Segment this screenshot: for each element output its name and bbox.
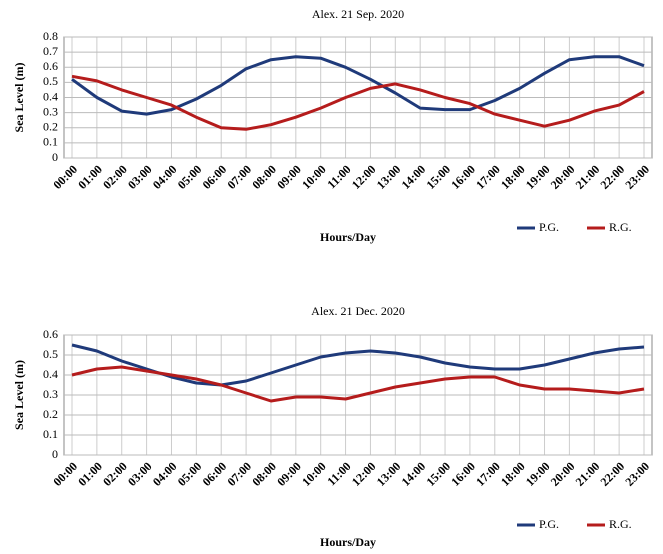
series-line (71, 365, 645, 403)
x-tick-label: 00:00 (50, 459, 80, 489)
y-tick-label: 0.3 (43, 104, 58, 118)
x-tick-label: 15:00 (423, 459, 453, 489)
y-tick-label: 0.7 (43, 44, 58, 58)
x-tick-label: 23:00 (622, 459, 652, 489)
x-axis-label: Hours/Day (320, 535, 376, 549)
x-tick-label: 14:00 (399, 459, 429, 489)
x-tick-label: 10:00 (299, 162, 329, 192)
x-tick-label: 23:00 (622, 162, 652, 192)
x-tick-label: 11:00 (324, 162, 353, 191)
x-tick-label: 17:00 (473, 162, 503, 192)
y-tick-label: 0.8 (43, 29, 58, 43)
x-tick-label: 01:00 (75, 162, 105, 192)
y-tick-label: 0.5 (43, 74, 58, 88)
x-tick-label: 08:00 (249, 162, 279, 192)
x-tick-label: 12:00 (349, 162, 379, 192)
series-line (71, 55, 645, 116)
x-tick-label: 16:00 (448, 162, 478, 192)
x-tick-label: 17:00 (473, 459, 503, 489)
y-tick-label: 0.3 (43, 387, 58, 401)
x-tick-label: 21:00 (573, 459, 603, 489)
y-tick-label: 0 (52, 447, 58, 461)
chart-title: Alex. 21 Sep. 2020 (312, 7, 404, 21)
x-tick-label: 01:00 (75, 459, 105, 489)
x-tick-label: 12:00 (349, 459, 379, 489)
series-line (71, 74, 645, 131)
x-tick-label: 19:00 (523, 459, 553, 489)
x-tick-label: 13:00 (374, 162, 404, 192)
x-tick-label: 07:00 (224, 459, 254, 489)
x-tick-label: 21:00 (573, 162, 603, 192)
y-axis-label: Sea Level (m) (12, 63, 26, 133)
y-tick-label: 0.4 (43, 367, 58, 381)
x-tick-label: 10:00 (299, 459, 329, 489)
y-tick-label: 0.1 (43, 427, 58, 441)
x-tick-label: 19:00 (523, 162, 553, 192)
x-tick-label: 03:00 (125, 162, 155, 192)
series-line (71, 343, 645, 387)
x-tick-label: 09:00 (274, 459, 304, 489)
x-tick-label: 18:00 (498, 162, 528, 192)
legend-label: P.G. (539, 220, 559, 234)
x-tick-label: 22:00 (597, 162, 627, 192)
legend-label: R.G. (609, 220, 632, 234)
y-tick-label: 0.2 (43, 120, 58, 134)
y-axis-label: Sea Level (m) (12, 360, 26, 430)
x-tick-label: 02:00 (100, 459, 130, 489)
x-tick-label: 05:00 (175, 162, 205, 192)
x-tick-label: 04:00 (150, 459, 180, 489)
y-tick-label: 0.2 (43, 407, 58, 421)
x-tick-label: 13:00 (374, 459, 404, 489)
x-tick-label: 05:00 (175, 459, 205, 489)
y-tick-label: 0.1 (43, 135, 58, 149)
x-tick-label: 03:00 (125, 459, 155, 489)
y-tick-label: 0 (52, 150, 58, 164)
x-tick-label: 07:00 (224, 162, 254, 192)
x-tick-label: 15:00 (423, 162, 453, 192)
y-tick-label: 0.4 (43, 89, 58, 103)
legend-label: R.G. (609, 517, 632, 531)
y-tick-label: 0.6 (43, 327, 58, 341)
x-tick-label: 22:00 (597, 459, 627, 489)
x-tick-label: 06:00 (200, 459, 230, 489)
x-axis-label: Hours/Day (320, 230, 376, 244)
x-tick-label: 08:00 (249, 459, 279, 489)
x-tick-label: 20:00 (548, 162, 578, 192)
x-tick-label: 20:00 (548, 459, 578, 489)
x-tick-label: 11:00 (324, 459, 353, 488)
x-tick-label: 14:00 (399, 162, 429, 192)
y-tick-label: 0.5 (43, 347, 58, 361)
legend-label: P.G. (539, 517, 559, 531)
x-tick-label: 00:00 (50, 162, 80, 192)
x-tick-label: 09:00 (274, 162, 304, 192)
x-tick-label: 18:00 (498, 459, 528, 489)
y-tick-label: 0.6 (43, 59, 58, 73)
chart-title: Alex. 21 Dec. 2020 (311, 304, 405, 318)
x-tick-label: 04:00 (150, 162, 180, 192)
x-tick-label: 02:00 (100, 162, 130, 192)
x-tick-label: 16:00 (448, 459, 478, 489)
x-tick-label: 06:00 (200, 162, 230, 192)
